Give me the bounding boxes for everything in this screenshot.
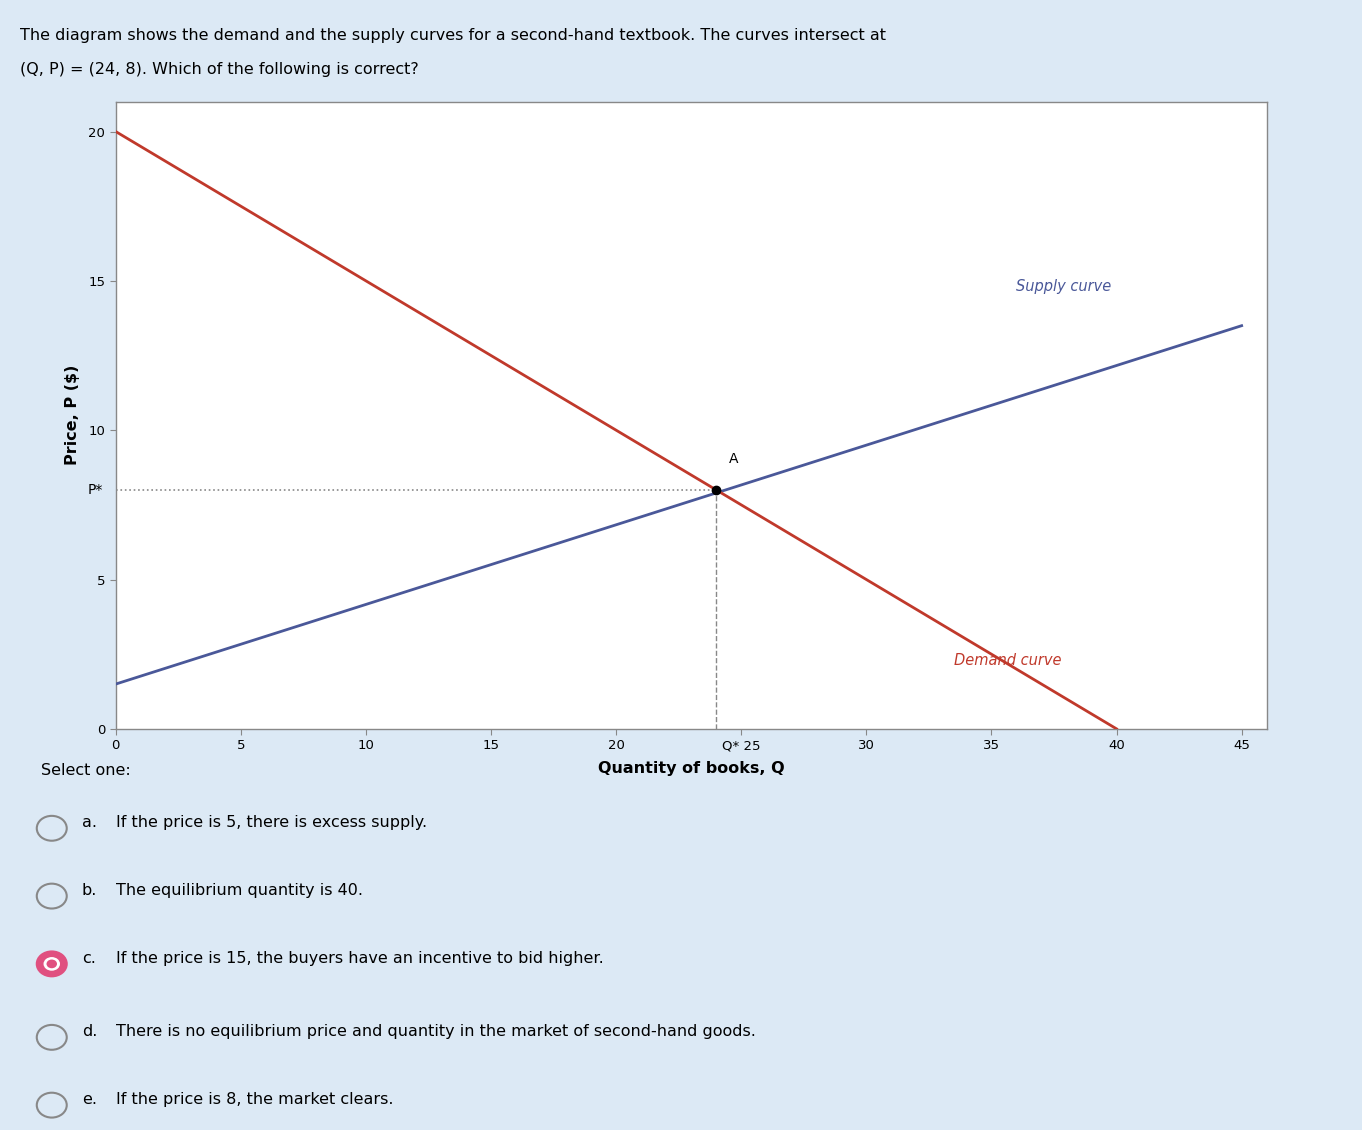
Text: If the price is 5, there is excess supply.: If the price is 5, there is excess suppl… xyxy=(116,815,426,831)
Text: e.: e. xyxy=(82,1092,97,1107)
Text: There is no equilibrium price and quantity in the market of second-hand goods.: There is no equilibrium price and quanti… xyxy=(116,1024,756,1040)
Text: A: A xyxy=(729,452,738,466)
Text: d.: d. xyxy=(82,1024,97,1040)
Text: The diagram shows the demand and the supply curves for a second-hand textbook. T: The diagram shows the demand and the sup… xyxy=(20,28,887,43)
Text: Select one:: Select one: xyxy=(41,763,131,777)
Text: a.: a. xyxy=(82,815,97,831)
Text: If the price is 8, the market clears.: If the price is 8, the market clears. xyxy=(116,1092,394,1107)
Text: P*: P* xyxy=(89,483,104,497)
Y-axis label: Price, P ($): Price, P ($) xyxy=(65,365,80,466)
X-axis label: Quantity of books, Q: Quantity of books, Q xyxy=(598,760,785,775)
Text: Supply curve: Supply curve xyxy=(1016,279,1111,294)
Text: c.: c. xyxy=(82,950,95,966)
Text: The equilibrium quantity is 40.: The equilibrium quantity is 40. xyxy=(116,883,362,898)
Text: b.: b. xyxy=(82,883,97,898)
Text: If the price is 15, the buyers have an incentive to bid higher.: If the price is 15, the buyers have an i… xyxy=(116,950,603,966)
Text: (Q, P) = (24, 8). Which of the following is correct?: (Q, P) = (24, 8). Which of the following… xyxy=(20,62,419,77)
Text: Demand curve: Demand curve xyxy=(953,653,1061,668)
